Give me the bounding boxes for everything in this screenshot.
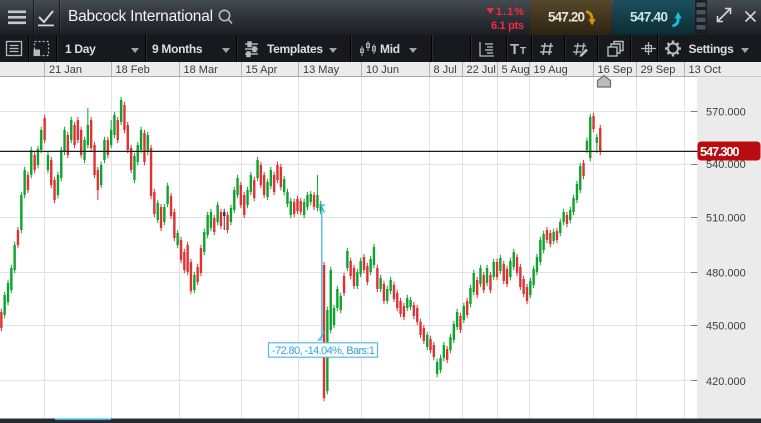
svg-text:1.1%: 1.1%	[496, 6, 524, 18]
svg-text:29 Sep: 29 Sep	[641, 64, 676, 76]
svg-text:18 Mar: 18 Mar	[184, 64, 219, 76]
svg-text:547.20: 547.20	[548, 10, 585, 25]
svg-text:480.000: 480.000	[706, 268, 746, 280]
svg-text:-72.80, -14.04%, Bars:1: -72.80, -14.04%, Bars:1	[272, 345, 375, 357]
svg-text:5 Aug: 5 Aug	[502, 64, 530, 76]
svg-text:8 Jul: 8 Jul	[434, 64, 457, 76]
svg-text:21 Jan: 21 Jan	[49, 64, 82, 76]
svg-text:547.300: 547.300	[700, 144, 740, 159]
svg-text:T: T	[520, 46, 526, 57]
svg-text:547.40: 547.40	[630, 10, 668, 25]
svg-text:450.000: 450.000	[706, 321, 746, 333]
svg-text:22 Jul: 22 Jul	[467, 64, 496, 76]
svg-text:18 Feb: 18 Feb	[116, 64, 150, 76]
svg-text:13 May: 13 May	[303, 64, 340, 76]
svg-text:13 Oct: 13 Oct	[689, 64, 721, 76]
svg-text:16 Sep: 16 Sep	[598, 64, 633, 76]
svg-text:15 Apr: 15 Apr	[246, 64, 278, 76]
svg-text:T: T	[510, 41, 519, 58]
svg-text:510.000: 510.000	[706, 213, 746, 225]
svg-text:6.1 pts: 6.1 pts	[491, 20, 524, 32]
svg-text:10 Jun: 10 Jun	[366, 64, 399, 76]
svg-text:570.000: 570.000	[706, 107, 746, 119]
svg-text:420.000: 420.000	[706, 376, 746, 388]
svg-text:19 Aug: 19 Aug	[534, 64, 568, 76]
svg-text:540.000: 540.000	[706, 159, 746, 171]
